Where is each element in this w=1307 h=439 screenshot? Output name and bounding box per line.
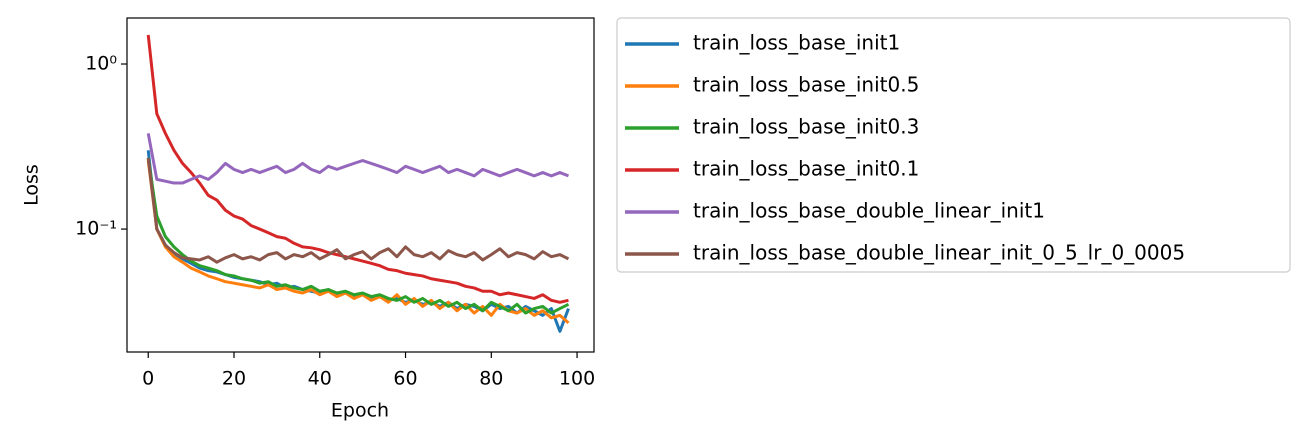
x-tick-label: 40 <box>308 368 332 390</box>
plot-frame <box>126 17 595 353</box>
series-line <box>146 160 570 325</box>
legend-box <box>616 17 1291 273</box>
y-tick-label: 10⁰ <box>85 53 117 75</box>
x-tick-label: 20 <box>222 368 246 390</box>
legend-text: train_loss_base_double_linear_init1 <box>693 199 1045 223</box>
y-axis-label: Loss <box>21 164 43 206</box>
x-tick-label: 80 <box>479 368 503 390</box>
x-tick-label: 100 <box>559 368 595 390</box>
series-line <box>146 133 570 185</box>
legend-text: train_loss_base_init0.3 <box>693 115 919 139</box>
legend: train_loss_base_init1 train_loss_base_ini… <box>616 17 1291 273</box>
x-tick-label: 60 <box>393 368 417 390</box>
x-axis-label: Epoch <box>331 400 389 422</box>
series-line <box>146 34 569 304</box>
legend-text: train_loss_base_init1 <box>693 31 900 55</box>
y-tick-label: 10⁻¹ <box>75 218 117 240</box>
x-tick-label: 0 <box>142 368 154 390</box>
legend-text: train_loss_base_init0.1 <box>693 157 919 181</box>
legend-text: train_loss_base_init0.5 <box>693 73 919 97</box>
series-line <box>146 157 570 264</box>
legend-text: train_loss_base_double_linear_init_0_5_l… <box>693 241 1185 265</box>
series-line <box>146 157 570 315</box>
